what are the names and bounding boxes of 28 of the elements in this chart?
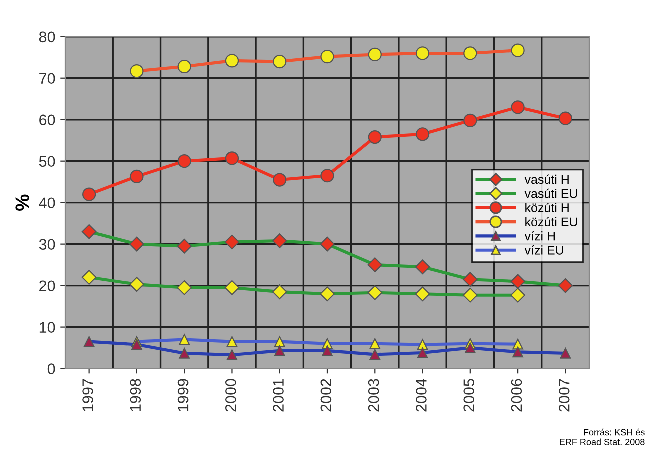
- x-tick-label: 2003: [368, 379, 380, 412]
- y-tick-label: 60: [40, 114, 56, 126]
- x-tick-label: 2004: [416, 378, 427, 412]
- legend-label: közúti EU: [526, 217, 578, 227]
- x-tick-label: 2000: [226, 379, 236, 412]
- legend-label: vasúti H: [524, 174, 569, 184]
- y-axis-title: %: [16, 194, 30, 211]
- text: Forrás: KSH és ERF Road Stat. 2008: [560, 428, 645, 446]
- x-tick-label: 2007: [558, 379, 570, 412]
- legend-label: vízi H: [524, 231, 555, 241]
- x-tick-label: 1999: [178, 379, 189, 412]
- y-tick-label: 40: [39, 198, 56, 209]
- x-tick-label: 2001: [273, 379, 284, 412]
- legend-label: közúti H: [526, 203, 569, 212]
- y-tick-label: 50: [39, 156, 56, 168]
- y-tick-label: 20: [40, 280, 56, 292]
- y-tick-label: 70: [40, 73, 56, 84]
- legend-label: vízi EU: [524, 246, 564, 255]
- x-tick-label: 2006: [511, 379, 522, 412]
- x-tick-label: 2005: [464, 379, 475, 412]
- legend-label: vasúti EU: [524, 188, 578, 198]
- x-tick-label: 1998: [130, 379, 142, 412]
- x-tick-label: 2002: [320, 379, 332, 412]
- y-tick-label: 30: [39, 239, 56, 250]
- x-tick-label: 1997: [82, 379, 94, 412]
- y-tick-label: 80: [39, 32, 56, 43]
- y-tick-label: 10: [40, 322, 56, 333]
- y-tick-label: 0: [48, 364, 56, 374]
